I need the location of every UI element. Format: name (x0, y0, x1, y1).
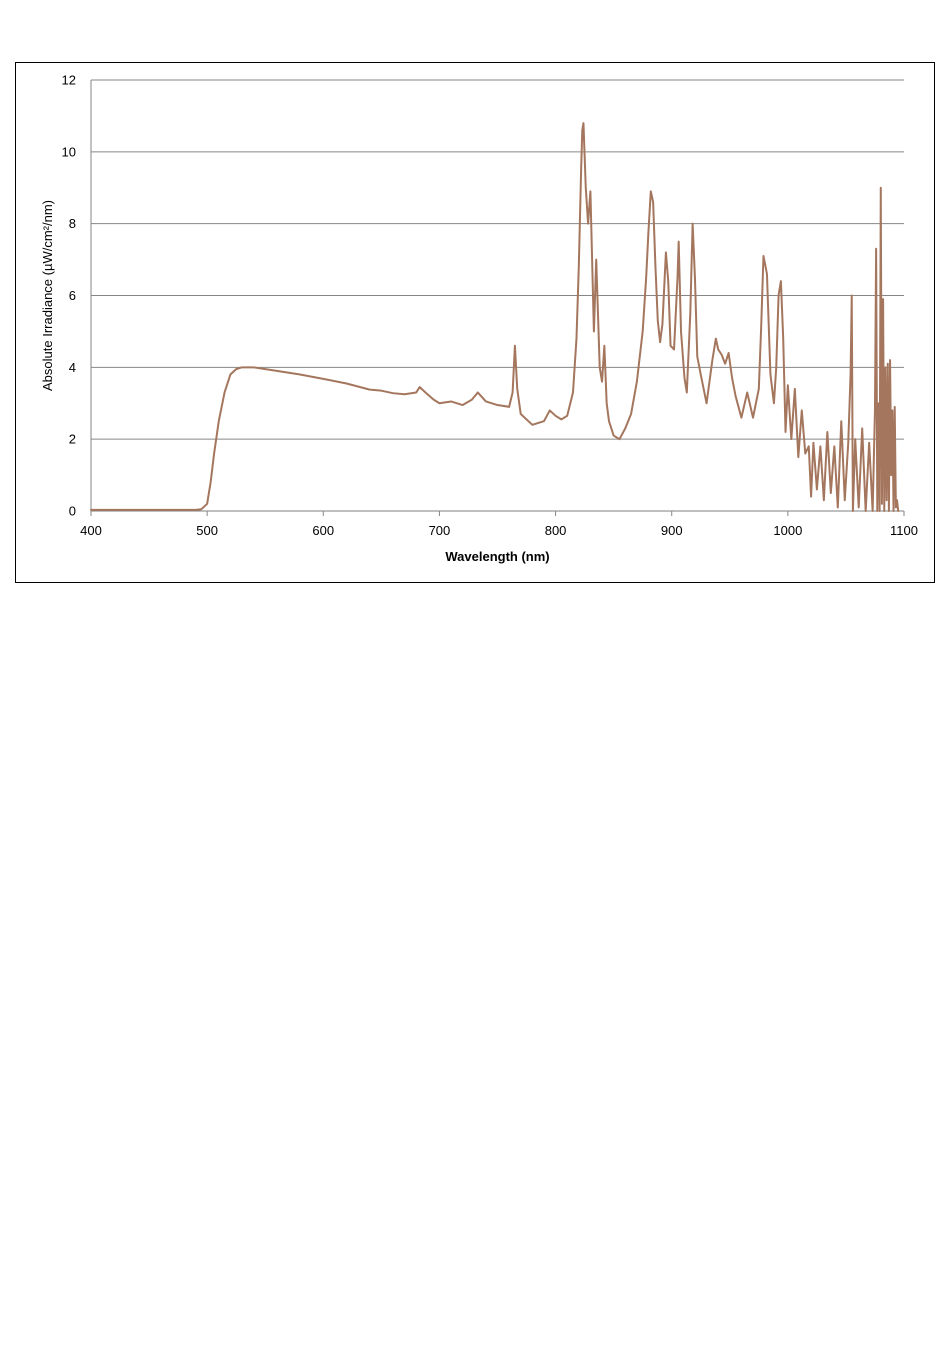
chart-frame: 0 2 4 6 8 10 12 400 500 600 700 800 900 1000 1100 Wav… (15, 62, 935, 583)
x-tick-labels: 400 500 600 700 800 900 1000 1100 (80, 523, 918, 538)
x-tick-label: 700 (429, 523, 451, 538)
x-tick-label: 600 (312, 523, 334, 538)
x-tick-label: 1100 (890, 523, 918, 538)
y-tick-labels: 0 2 4 6 8 10 12 (62, 73, 76, 519)
irradiance-chart: 0 2 4 6 8 10 12 400 500 600 700 800 900 1000 1100 Wav… (40, 73, 918, 565)
x-axis-title: Wavelength (nm) (445, 549, 549, 564)
y-tick-label: 2 (69, 432, 76, 447)
y-tick-label: 8 (69, 216, 76, 231)
x-tick-label: 900 (661, 523, 683, 538)
x-tick-label: 800 (545, 523, 567, 538)
gridlines (90, 79, 905, 516)
x-tick-label: 400 (80, 523, 102, 538)
y-tick-label: 6 (69, 288, 76, 303)
y-axis-title: Absolute Irradiance (µW/cm²/nm) (40, 200, 55, 391)
series-layer (90, 122, 900, 512)
y-tick-label: 0 (69, 504, 76, 519)
y-tick-label: 12 (62, 73, 76, 88)
x-tick-label: 1000 (773, 523, 802, 538)
y-tick-label: 10 (62, 144, 76, 159)
series-line-0 (90, 122, 900, 512)
y-tick-label: 4 (69, 360, 76, 375)
x-tick-label: 500 (196, 523, 218, 538)
